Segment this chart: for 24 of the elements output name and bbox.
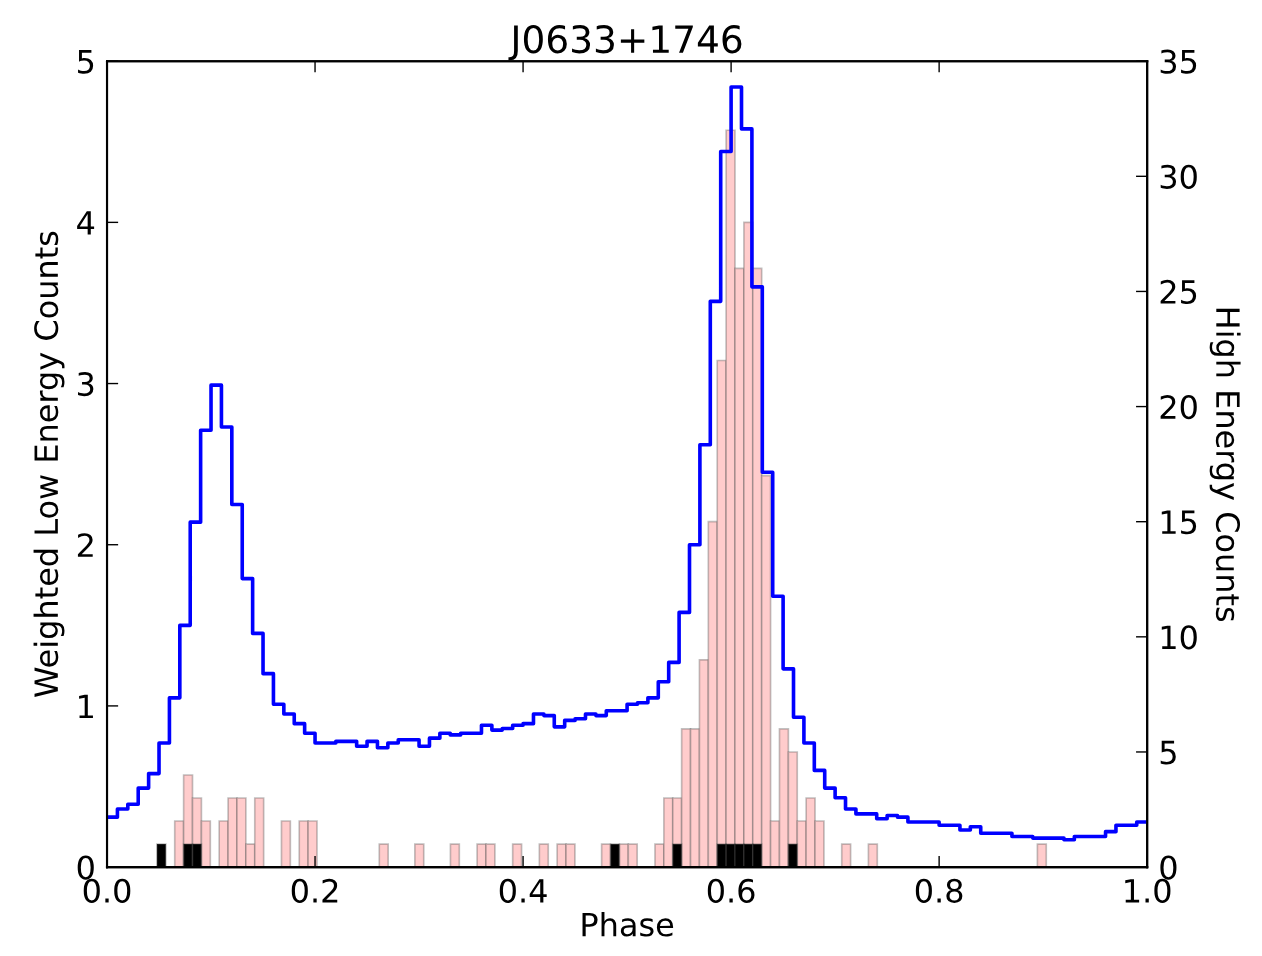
chart-title: J0633+1746: [508, 25, 742, 61]
y-tick-label: 0: [77, 855, 94, 880]
y2-tick-label: 0: [1160, 855, 1177, 880]
y2-tick-label: 25: [1160, 279, 1197, 305]
y-axis-title: Weighted Low Energy Counts: [33, 231, 65, 698]
y2-axis-title: High Energy Counts: [1209, 308, 1241, 622]
y-tick-label: 3: [78, 371, 94, 397]
x-tick-label: 0.6: [707, 878, 755, 903]
x-axis-title: Phase: [582, 911, 674, 937]
y2-tick-label: 15: [1161, 510, 1197, 535]
x-tick-label: 1.0: [1125, 878, 1171, 903]
y2-tick-label: 10: [1161, 625, 1197, 650]
x-tick-label: 0.2: [291, 878, 338, 903]
y2-tick-label: 30: [1160, 164, 1197, 189]
y-tick-label: 2: [77, 533, 93, 557]
x-tick-label: 0.4: [499, 878, 547, 903]
y2-tick-label: 20: [1160, 395, 1197, 420]
y-tick-label: 5: [78, 50, 94, 74]
y-tick-label: 4: [77, 211, 95, 235]
x-tick-label: 0.0: [83, 878, 131, 903]
y2-tick-label: 5: [1160, 740, 1176, 765]
y2-tick-label: 35: [1160, 49, 1197, 74]
x-tick-label: 0.8: [915, 878, 963, 903]
y-tick-label: 1: [79, 694, 93, 719]
